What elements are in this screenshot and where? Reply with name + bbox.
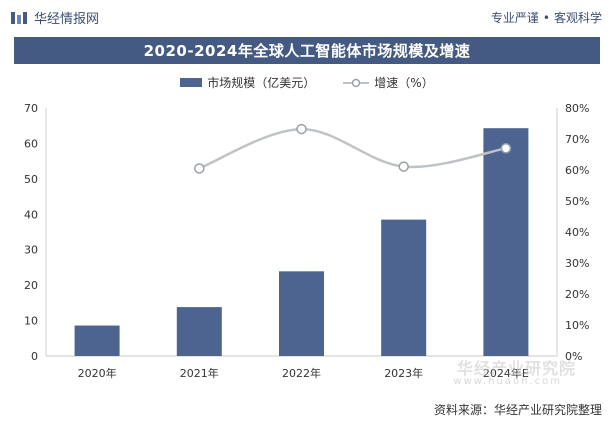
top-bar: 华经情报网 专业严谨 • 客观科学 (0, 0, 614, 34)
growth-point (398, 161, 409, 172)
tagline-dot: • (542, 11, 550, 25)
x-tick-label: 2020年 (78, 366, 117, 380)
legend-bar-swatch (180, 78, 203, 87)
tagline-right: 客观科学 (553, 11, 602, 25)
y-right-tick-label: 10% (565, 319, 589, 332)
x-tick-label: 2022年 (282, 366, 321, 380)
y-left-tick-label: 20 (24, 279, 38, 292)
chart-title: 2020-2024年全球人工智能体市场规模及增速 (14, 37, 600, 64)
y-left-tick-label: 0 (31, 350, 38, 363)
y-left-tick-label: 40 (24, 208, 38, 221)
y-left-tick-label: 10 (24, 315, 38, 328)
growth-point (500, 143, 512, 154)
bar (381, 219, 427, 356)
y-left-tick-label: 50 (24, 173, 38, 186)
y-right-tick-label: 30% (565, 257, 589, 270)
bar (483, 128, 529, 356)
tagline-left: 专业严谨 (490, 11, 539, 25)
legend-line-swatch (343, 78, 370, 87)
bar (279, 271, 324, 356)
x-tick-label: 2023年 (384, 366, 423, 380)
growth-line (198, 127, 507, 170)
legend-item-market-size: 市场规模（亿美元） (180, 74, 315, 91)
brand-logo-icon (11, 11, 27, 24)
legend-label-market-size: 市场规模（亿美元） (207, 76, 316, 90)
y-right-tick-label: 60% (565, 164, 589, 177)
y-left-tick-label: 70 (24, 102, 38, 115)
y-left-tick-label: 60 (24, 137, 38, 150)
source-note: 资料来源：华经产业研究院整理 (433, 403, 602, 417)
x-tick-label: 2024年E (483, 366, 529, 380)
tagline: 专业严谨 • 客观科学 (491, 9, 602, 26)
legend-label-growth: 增速（%） (374, 76, 434, 90)
brand: 华经情报网 (10, 8, 99, 27)
growth-point (194, 163, 205, 174)
y-right-tick-label: 40% (565, 226, 589, 239)
y-right-tick-label: 0% (565, 350, 582, 363)
watermark: 华经产业研究院 (456, 359, 576, 378)
legend-item-growth: 增速（%） (343, 74, 434, 91)
y-right-tick-label: 80% (565, 102, 589, 115)
chart-legend: 市场规模（亿美元） 增速（%） (0, 74, 614, 91)
y-right-tick-label: 50% (565, 195, 589, 208)
y-left-tick-label: 30 (24, 244, 38, 257)
growth-point (296, 123, 307, 135)
brand-name: 华经情报网 (34, 12, 100, 27)
x-tick-label: 2021年 (180, 366, 219, 380)
bar (176, 307, 222, 356)
watermark-url: www.huaon.com (453, 376, 562, 387)
y-right-tick-label: 70% (565, 133, 589, 146)
y-right-tick-label: 20% (565, 288, 589, 301)
bar (74, 325, 120, 356)
